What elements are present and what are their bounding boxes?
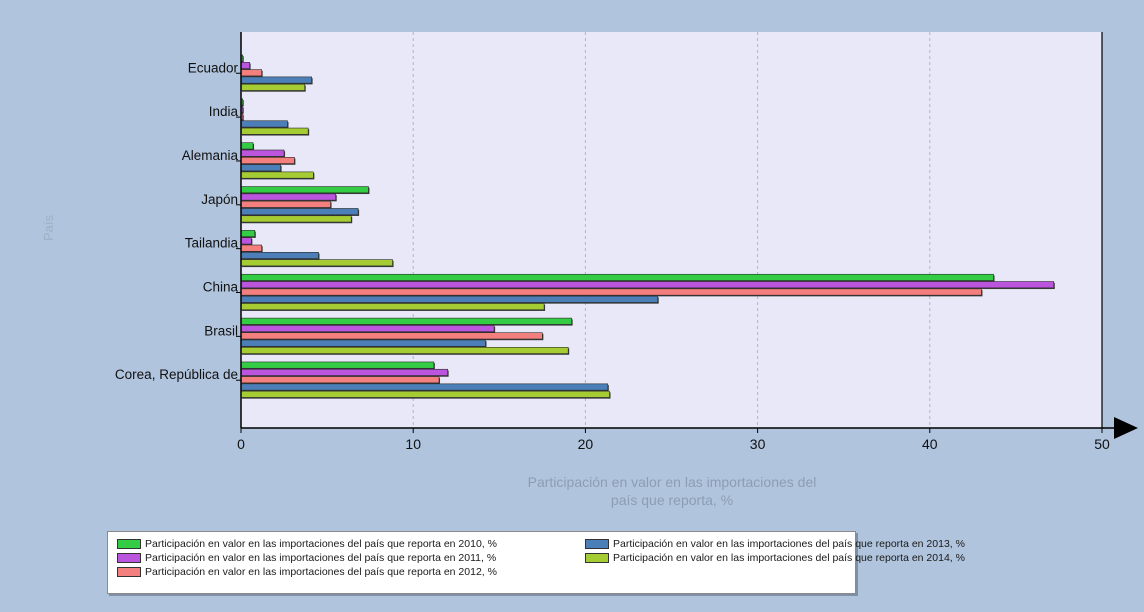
bar-1-2	[240, 149, 285, 157]
x-axis-title-line1: Participación en valor en las importacio…	[528, 474, 817, 490]
y-tick-label-2: Alemania	[182, 148, 239, 163]
bar-3-2	[240, 164, 281, 172]
legend-swatch	[117, 567, 141, 577]
bar-3-0	[240, 76, 312, 84]
legend-swatch	[117, 539, 141, 549]
bar-4-7	[240, 390, 610, 398]
legend-label: Participación en valor en las importacio…	[145, 552, 497, 564]
legend-item-4: Participación en valor en las importacio…	[117, 565, 585, 579]
legend-swatch	[585, 539, 609, 549]
bar-2-5	[240, 288, 982, 296]
x-tick-label-20: 20	[578, 436, 594, 452]
bar-0-7	[240, 361, 435, 369]
bar-3-3	[240, 208, 359, 216]
bar-4-0	[240, 83, 306, 91]
bar-0-2	[240, 142, 254, 150]
bar-1-4	[240, 237, 252, 245]
bar-1-5	[240, 281, 1055, 289]
bar-4-2	[240, 171, 314, 179]
bar-3-6	[240, 339, 486, 347]
x-tick-label-0: 0	[237, 436, 245, 452]
y-tick-label-0: Ecuador	[188, 60, 239, 75]
legend-label: Participación en valor en las importacio…	[145, 538, 497, 550]
bar-3-4	[240, 252, 319, 259]
legend-swatch	[117, 553, 141, 563]
legend-swatch	[585, 553, 609, 563]
legend-item-3: Participación en valor en las importacio…	[585, 551, 965, 565]
legend-item-2: Participación en valor en las importacio…	[117, 551, 585, 565]
bar-2-2	[240, 157, 295, 164]
y-tick-label-6: Brasil	[204, 323, 238, 338]
legend-item-0: Participación en valor en las importacio…	[117, 537, 585, 551]
bar-0-5	[240, 273, 994, 281]
axes	[236, 32, 1138, 439]
bar-4-3	[240, 215, 352, 223]
bar-2-7	[240, 376, 440, 384]
bar-1-0	[240, 61, 250, 69]
x-tick-label-10: 10	[405, 436, 421, 452]
bar-4-1	[240, 127, 309, 135]
bars	[240, 54, 1055, 399]
bar-2-0	[240, 69, 262, 77]
bar-2-6	[240, 332, 543, 340]
x-axis-arrow	[1114, 417, 1138, 439]
legend-label: Participación en valor en las importacio…	[613, 538, 965, 550]
bar-3-1	[240, 120, 288, 128]
legend-item-1: Participación en valor en las importacio…	[585, 537, 965, 551]
bar-1-6	[240, 325, 495, 332]
bar-0-4	[240, 230, 256, 237]
x-tick-label-40: 40	[922, 436, 938, 452]
bar-2-4	[240, 244, 262, 252]
bar-4-6	[240, 346, 569, 354]
bar-3-5	[240, 295, 659, 303]
bar-1-3	[240, 193, 337, 201]
legend: Participación en valor en las importacio…	[107, 531, 965, 594]
legend-label: Participación en valor en las importacio…	[145, 566, 497, 578]
bar-0-6	[240, 317, 572, 325]
legend-label: Participación en valor en las importacio…	[613, 552, 965, 564]
bar-2-3	[240, 200, 331, 208]
bar-0-3	[240, 186, 369, 194]
bar-1-7	[240, 368, 448, 376]
y-tick-label-7: Corea, República de	[115, 367, 238, 382]
y-tick-label-4: Tailandia	[185, 236, 239, 251]
x-axis-title-line2: país que reporta, %	[611, 492, 733, 508]
y-tick-label-3: Japón	[201, 192, 238, 207]
y-axis-title: País	[41, 214, 56, 241]
y-tick-label-5: China	[203, 280, 239, 295]
bar-4-5	[240, 303, 545, 311]
x-tick-label-30: 30	[750, 436, 766, 452]
bar-3-7	[240, 383, 609, 391]
y-tick-label-1: India	[209, 104, 239, 119]
bar-4-4	[240, 259, 393, 267]
x-tick-label-50: 50	[1094, 436, 1110, 452]
tick-labels: 0 10 20 30 40 50 Ecuador India Alemania Japón Tail…	[115, 60, 1110, 452]
